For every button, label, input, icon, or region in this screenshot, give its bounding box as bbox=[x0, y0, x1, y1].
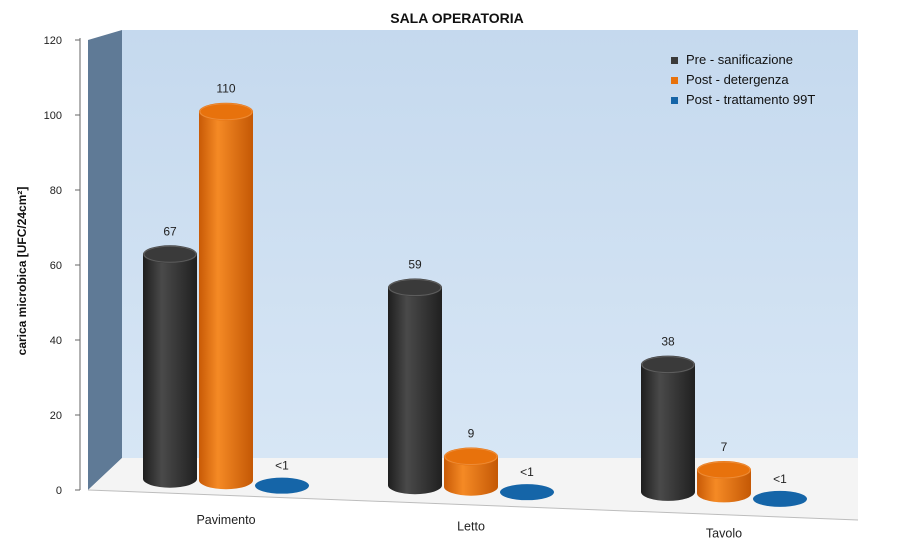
value-label: <1 bbox=[773, 472, 787, 486]
legend-item: Post - detergenza bbox=[671, 72, 789, 87]
value-label: 9 bbox=[468, 427, 475, 441]
value-label: <1 bbox=[275, 459, 289, 473]
bars bbox=[143, 102, 807, 507]
y-tick-label: 100 bbox=[44, 110, 62, 122]
bar-top bbox=[697, 460, 751, 479]
bar bbox=[753, 490, 807, 507]
y-tick-label: 80 bbox=[50, 185, 62, 197]
value-label: 67 bbox=[163, 224, 177, 238]
y-tick-label: 60 bbox=[50, 260, 62, 272]
bar-body bbox=[199, 111, 253, 490]
bar-top-rim bbox=[143, 245, 197, 263]
value-labels: 67 110 <1 59 9 <1 38 7 <1 bbox=[163, 82, 787, 486]
bar-top bbox=[199, 102, 253, 121]
bar-top-rim bbox=[444, 448, 498, 466]
legend-swatch bbox=[671, 77, 678, 84]
bar bbox=[500, 484, 554, 501]
y-tick-label: 120 bbox=[44, 35, 62, 47]
category-labels: Pavimento Letto Tavolo bbox=[196, 513, 742, 540]
value-label: 110 bbox=[216, 82, 235, 96]
side-wall bbox=[88, 30, 122, 490]
chart-title: SALA OPERATORIA bbox=[390, 10, 524, 26]
category-label: Pavimento bbox=[196, 513, 255, 527]
bar bbox=[641, 355, 695, 501]
bar-top-rim bbox=[388, 279, 442, 297]
bar-disc bbox=[500, 484, 554, 501]
bar bbox=[143, 245, 197, 488]
value-label: 59 bbox=[408, 258, 422, 272]
bar-disc bbox=[753, 490, 807, 507]
bar-top-rim bbox=[199, 103, 253, 121]
value-label: 7 bbox=[721, 440, 728, 454]
bar-disc bbox=[255, 477, 309, 494]
category-label: Tavolo bbox=[706, 526, 742, 540]
back-wall bbox=[122, 30, 858, 458]
bar-body bbox=[388, 287, 442, 495]
bar-body bbox=[444, 456, 498, 496]
bar bbox=[388, 278, 442, 495]
bar-top-rim bbox=[697, 461, 751, 479]
y-axis-ticks: 0 20 40 60 80 100 120 bbox=[44, 35, 80, 497]
bar bbox=[255, 477, 309, 494]
legend-swatch bbox=[671, 57, 678, 64]
legend-label: Post - trattamento 99T bbox=[686, 92, 815, 107]
legend: Pre - sanificazione Post - detergenza Post… bbox=[671, 52, 815, 107]
bar-body bbox=[143, 254, 197, 488]
y-tick-label: 40 bbox=[50, 335, 62, 347]
floor-front-edge bbox=[87, 489, 859, 521]
bar-body bbox=[641, 364, 695, 501]
bar-top bbox=[143, 245, 197, 264]
legend-label: Post - detergenza bbox=[686, 72, 789, 87]
y-tick-label: 20 bbox=[50, 410, 62, 422]
bar bbox=[444, 447, 498, 496]
category-label: Letto bbox=[457, 520, 485, 534]
bar-body bbox=[697, 469, 751, 503]
legend-label: Pre - sanificazione bbox=[686, 52, 793, 67]
bar-top bbox=[388, 278, 442, 297]
value-label: 38 bbox=[661, 335, 675, 349]
bar bbox=[199, 102, 253, 490]
legend-swatch bbox=[671, 97, 678, 104]
y-axis-label: carica microbica [UFC/24cm²] bbox=[15, 187, 29, 356]
bar-top bbox=[641, 355, 695, 374]
legend-item: Pre - sanificazione bbox=[671, 52, 793, 67]
value-label: <1 bbox=[520, 465, 534, 479]
y-tick-label: 0 bbox=[56, 485, 62, 497]
bar-top-rim bbox=[641, 356, 695, 374]
bar-top bbox=[444, 447, 498, 466]
legend-item: Post - trattamento 99T bbox=[671, 92, 815, 107]
bar bbox=[697, 460, 751, 503]
